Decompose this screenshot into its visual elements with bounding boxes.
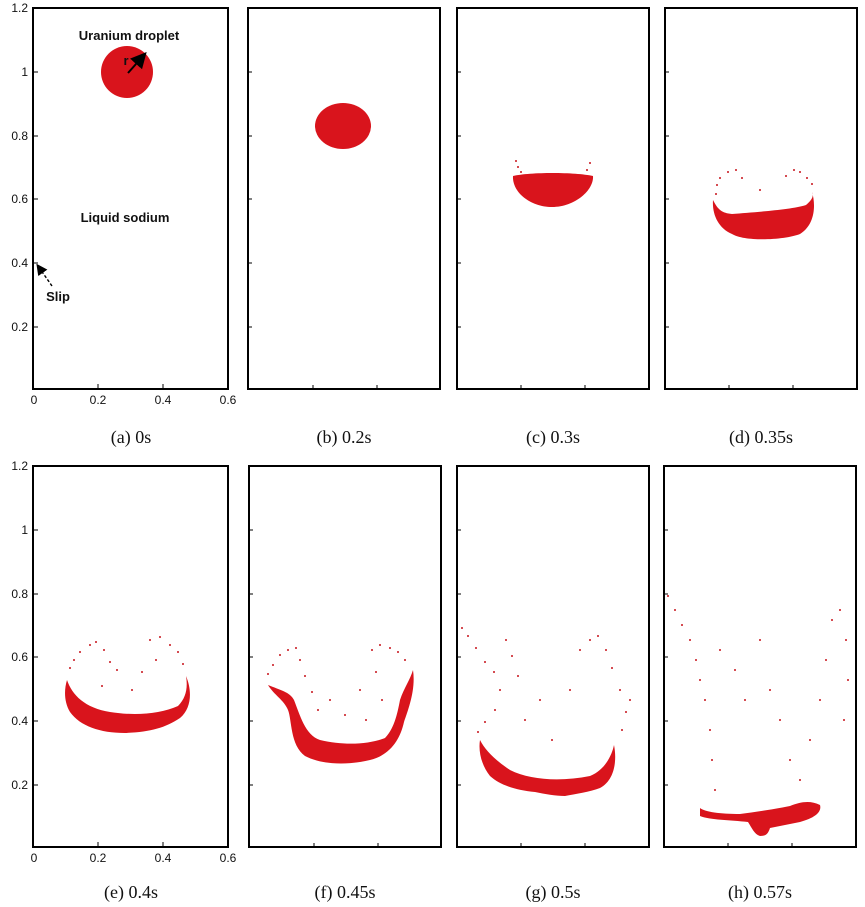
fluid-label: Liquid sodium xyxy=(81,210,170,225)
y-tick-label: 0.8 xyxy=(11,129,28,143)
radius-arrow xyxy=(127,52,147,74)
droplet-shape-e xyxy=(65,676,190,733)
x-tick-label: 0.4 xyxy=(155,851,172,865)
y-tick-label: 0.8 xyxy=(11,587,28,601)
x-axis-top: 0 0.2 0.4 0.6 xyxy=(31,384,237,407)
droplet-shape-g xyxy=(479,740,616,796)
panel-caption: (e) 0.4s xyxy=(104,882,158,903)
panel-caption: (g) 0.5s xyxy=(526,882,581,903)
panel-f-frame xyxy=(248,465,442,848)
droplet-shape-b xyxy=(315,103,371,149)
x-tick-label: 0.2 xyxy=(90,393,107,407)
fragments-f xyxy=(267,644,406,721)
y-tick-label: 0.2 xyxy=(11,778,28,792)
droplet-shape-h xyxy=(700,802,821,836)
slip-label: Slip xyxy=(46,289,70,304)
fragments-d xyxy=(715,169,813,195)
y-tick-label: 0.2 xyxy=(11,320,28,334)
droplet-shape-f xyxy=(268,670,414,764)
panel-caption: (a) 0s xyxy=(111,427,151,448)
panel-caption: (f) 0.45s xyxy=(315,882,376,903)
fragments-h xyxy=(667,595,849,791)
fragments-e xyxy=(69,636,184,691)
y-tick-label: 0.4 xyxy=(11,256,28,270)
panel-g-frame xyxy=(456,465,650,848)
droplet-shape-d xyxy=(712,192,815,240)
panel-b-frame xyxy=(247,7,441,390)
panel-d-frame xyxy=(664,7,858,390)
y-tick-label: 0.6 xyxy=(11,192,28,206)
y-tick-label: 1 xyxy=(21,523,28,537)
x-tick-label: 0.2 xyxy=(90,851,107,865)
panel-caption: (d) 0.35s xyxy=(729,427,793,448)
x-tick-label: 0 xyxy=(31,851,38,865)
y-tick-label: 1.2 xyxy=(11,459,28,473)
droplet-shape-c xyxy=(512,173,594,207)
fragments-c xyxy=(515,160,591,173)
panel-caption: (b) 0.2s xyxy=(317,427,372,448)
panel-caption: (c) 0.3s xyxy=(526,427,580,448)
panel-h-frame xyxy=(663,465,857,848)
panel-ticks-bottom xyxy=(249,529,793,847)
y-tick-label: 0.6 xyxy=(11,650,28,664)
x-tick-label: 0.6 xyxy=(220,851,237,865)
y-axis-top: 0.2 0.4 0.6 0.8 1 1.2 xyxy=(11,1,38,334)
y-axis-bottom: 0.2 0.4 0.6 0.8 1 1.2 xyxy=(11,459,38,792)
y-tick-label: 0.4 xyxy=(11,714,28,728)
x-axis-bottom: 0 0.2 0.4 0.6 xyxy=(31,842,237,865)
droplet-label: Uranium droplet xyxy=(79,28,180,43)
fragments-g xyxy=(461,627,631,741)
panel-caption: (h) 0.57s xyxy=(728,882,792,903)
panel-e-frame xyxy=(32,465,229,848)
slip-arrow xyxy=(36,263,53,287)
x-tick-label: 0 xyxy=(31,393,38,407)
panel-ticks-top xyxy=(248,71,794,389)
radius-label: r xyxy=(123,53,128,68)
x-tick-label: 0.4 xyxy=(155,393,172,407)
y-tick-label: 1 xyxy=(21,65,28,79)
y-tick-label: 1.2 xyxy=(11,1,28,15)
x-tick-label: 0.6 xyxy=(220,393,237,407)
